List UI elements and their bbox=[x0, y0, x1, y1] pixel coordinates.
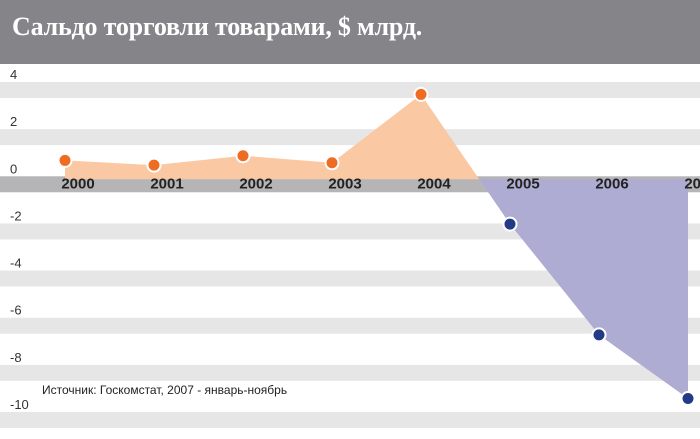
chart-title: Сальдо торговли товарами, $ млрд. bbox=[12, 12, 423, 41]
y-tick-label-6: -8 bbox=[10, 350, 22, 365]
data-point-2007 bbox=[680, 391, 696, 406]
x-category-label-2000: 2000 bbox=[61, 175, 94, 192]
title-bar: Сальдо торговли товарами, $ млрд. bbox=[0, 0, 700, 64]
data-point-2006 bbox=[591, 327, 607, 343]
area-negative bbox=[479, 179, 688, 399]
grid-band-4 bbox=[0, 270, 700, 287]
x-category-label-2004: 2004 bbox=[417, 175, 451, 192]
data-point-2005 bbox=[502, 216, 518, 232]
data-point-2002 bbox=[235, 148, 251, 164]
x-category-label-2001: 2001 bbox=[150, 175, 183, 192]
grid-band-5 bbox=[0, 317, 700, 334]
y-tick-label-1: 2 bbox=[10, 114, 17, 129]
source-note: Источник: Госкомстат, 2007 - январь-нояб… bbox=[42, 383, 288, 397]
data-point-2001 bbox=[146, 157, 162, 173]
y-tick-label-4: -4 bbox=[10, 256, 22, 271]
y-tick-label-2: 0 bbox=[10, 161, 17, 176]
grid-band-1 bbox=[0, 129, 700, 146]
grid-band-0 bbox=[0, 82, 700, 98]
y-tick-label-7: -10 bbox=[10, 397, 29, 412]
data-point-2000 bbox=[57, 152, 73, 168]
grid-band-6 bbox=[0, 364, 700, 381]
y-tick-label-0: 4 bbox=[10, 67, 17, 82]
x-category-label-2006: 2006 bbox=[595, 175, 628, 192]
data-point-2003 bbox=[324, 155, 340, 171]
x-category-label-2003: 2003 bbox=[328, 175, 361, 192]
x-category-label-2007: 2007 bbox=[684, 175, 700, 192]
x-category-label-2002: 2002 bbox=[239, 175, 272, 192]
grid-band-7 bbox=[0, 412, 700, 428]
y-tick-label-5: -6 bbox=[10, 303, 22, 318]
area-positive bbox=[65, 94, 480, 180]
x-category-label-2005: 2005 bbox=[506, 175, 539, 192]
y-tick-label-3: -2 bbox=[10, 208, 22, 223]
data-point-2004 bbox=[413, 86, 429, 102]
